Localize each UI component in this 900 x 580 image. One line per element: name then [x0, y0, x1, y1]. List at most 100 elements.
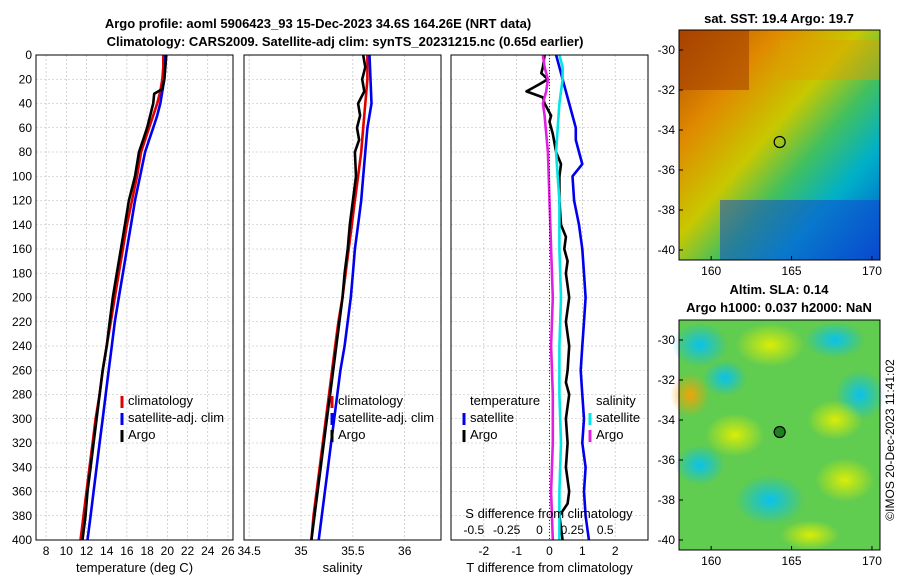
x-tick-label: -1 — [511, 544, 522, 558]
y-tick-label: 240 — [12, 339, 32, 353]
legend-label: satellite-adj. clim — [338, 410, 434, 425]
y-tick-label: 160 — [12, 242, 32, 256]
sst-warm-patch — [679, 30, 749, 90]
sst-map-panel: sat. SST: 19.4 Argo: 19.7 160 165 170 -30 -3… — [658, 11, 883, 278]
x2-tick-label: -0.5 — [463, 523, 484, 537]
sla-blob — [675, 445, 725, 485]
sst-map-title: sat. SST: 19.4 Argo: 19.7 — [704, 11, 854, 26]
sst-cool-patch — [720, 200, 880, 260]
map-y-tick-label: -32 — [658, 83, 676, 97]
sla-argo-marker — [773, 425, 786, 439]
y-tick-label: 40 — [19, 97, 33, 111]
sla-blob — [735, 475, 805, 525]
x-tick-label: 16 — [120, 544, 134, 558]
y-tick-label: 300 — [12, 412, 32, 426]
legend-label: Argo — [338, 427, 365, 442]
x-tick-label: 36 — [398, 544, 412, 558]
x-tick-label: 14 — [100, 544, 114, 558]
axes-frame — [243, 54, 442, 541]
map-x-tick-label: 160 — [701, 264, 721, 278]
x2-axis-label: S difference from climatology — [465, 506, 633, 521]
legend-label: satellite-adj. clim — [128, 410, 224, 425]
legend-label: Argo — [128, 427, 155, 442]
legend-label: climatology — [128, 393, 194, 408]
map-x-tick-label: 165 — [782, 554, 802, 568]
series-line-t-satellite — [554, 54, 591, 541]
y-tick-label: 180 — [12, 266, 32, 280]
map-y-tick-label: -38 — [658, 203, 676, 217]
difference-panel: -2 -1 0 1 2 T difference from climatology S di… — [450, 54, 649, 575]
x-axis-label: salinity — [323, 560, 363, 575]
legend-label: satellite — [470, 410, 514, 425]
map-x-tick-label: 170 — [862, 264, 882, 278]
sst-map-ticks: 160 165 170 -30 -32 -34 -36 -38 -40 — [658, 43, 883, 278]
sla-map-title-line2: Argo h1000: 0.037 h2000: NaN — [686, 300, 872, 315]
series-line-s-satellite — [554, 54, 564, 540]
map-y-tick-label: -36 — [658, 453, 676, 467]
sla-blob — [805, 322, 865, 358]
x2-tick-label: 0.5 — [597, 523, 614, 537]
map-y-tick-label: -40 — [658, 533, 676, 547]
y-tick-label: 340 — [12, 460, 32, 474]
map-y-tick-label: -40 — [658, 243, 676, 257]
series-line-argo — [81, 54, 168, 541]
x-axis-label: T difference from climatology — [466, 560, 633, 575]
figure-title-line1: Argo profile: aoml 5906423_93 15-Dec-202… — [105, 16, 531, 31]
y-tick-label: 200 — [12, 291, 32, 305]
sla-blob — [815, 458, 875, 502]
legend-title: temperature — [470, 393, 540, 408]
x-tick-label: -2 — [478, 544, 489, 558]
sla-blob — [705, 413, 765, 457]
series-line-satellite-adj--clim — [317, 54, 373, 541]
x-tick-label: 34.5 — [238, 544, 262, 558]
x-tick-label: 0 — [546, 544, 553, 558]
series-line-s-argo — [541, 54, 555, 541]
map-y-tick-label: -38 — [658, 493, 676, 507]
figure-title-line2: Climatology: CARS2009. Satellite-adj cli… — [107, 34, 584, 49]
sla-blob — [807, 400, 863, 440]
legend-title: salinity — [596, 393, 636, 408]
legend-label: climatology — [338, 393, 404, 408]
sla-map-frame — [678, 319, 881, 551]
y-tick-label: 20 — [19, 72, 33, 86]
series-line-t-argo — [525, 54, 571, 541]
x-tick-label: 35 — [294, 544, 308, 558]
x-tick-label: 1 — [579, 544, 586, 558]
sla-map-panel: Altim. SLA: 0.14 Argo h1000: 0.037 h2000… — [658, 282, 885, 568]
y-tick-label: 220 — [12, 315, 32, 329]
y-tick-label: 280 — [12, 388, 32, 402]
legend-label: satellite — [596, 410, 640, 425]
map-x-tick-label: 160 — [701, 554, 721, 568]
legend-label: Argo — [470, 427, 497, 442]
map-y-tick-label: -32 — [658, 373, 676, 387]
x-tick-label: 35.5 — [341, 544, 365, 558]
x2-tick-label: 0.25 — [561, 523, 585, 537]
sla-blob — [672, 323, 728, 367]
x-tick-label: 18 — [140, 544, 154, 558]
y-tick-label: 400 — [12, 533, 32, 547]
x-tick-label: 24 — [201, 544, 215, 558]
x2-tick-label: -0.25 — [493, 523, 521, 537]
imos-watermark: ©IMOS 20-Dec-2023 11:41:02 — [883, 359, 897, 521]
y-tick-label: 320 — [12, 436, 32, 450]
sst-map-frame — [678, 29, 881, 261]
sla-blob — [703, 360, 747, 396]
x-tick-label: 8 — [43, 544, 50, 558]
x-tick-label: 26 — [221, 544, 235, 558]
y-tick-label: 380 — [12, 509, 32, 523]
sla-map-ticks: 160 165 170 -30 -32 -34 -36 -38 -40 — [658, 333, 883, 568]
map-x-tick-label: 165 — [782, 264, 802, 278]
sla-blob — [780, 520, 840, 550]
y-tick-label: 0 — [25, 48, 32, 62]
temperature-panel: 0 20 40 60 80 100 120 140 160 180 200 220 240 260 280 3… — [12, 48, 235, 575]
map-y-tick-label: -30 — [658, 333, 676, 347]
sla-map-title-line1: Altim. SLA: 0.14 — [730, 282, 830, 297]
y-tick-label: 260 — [12, 363, 32, 377]
map-y-tick-label: -34 — [658, 413, 676, 427]
map-y-tick-label: -34 — [658, 123, 676, 137]
x-axis-label: temperature (deg C) — [76, 560, 193, 575]
sla-blob — [670, 373, 710, 417]
map-x-tick-label: 170 — [862, 554, 882, 568]
x2-tick-label: 0 — [536, 523, 543, 537]
